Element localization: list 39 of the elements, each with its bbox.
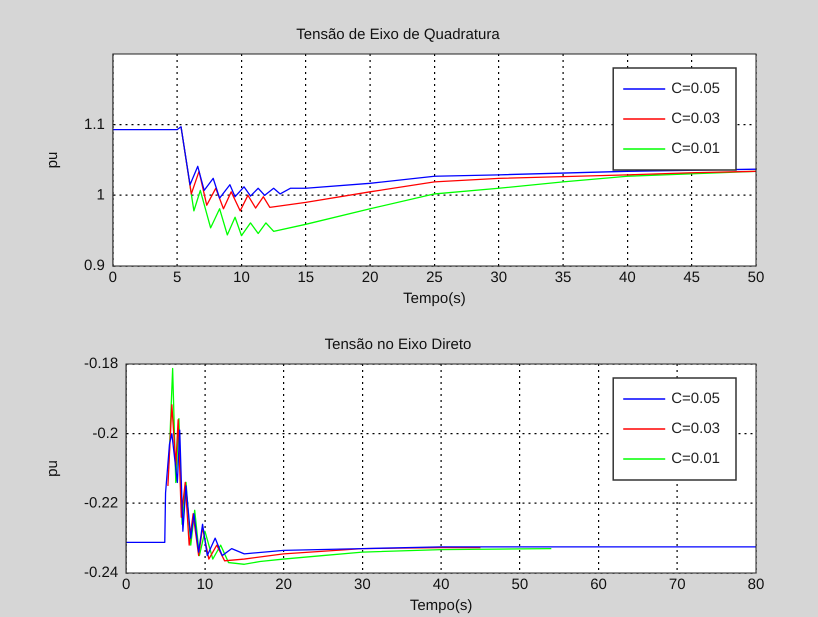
y-tick-label: -0.22 [84, 494, 118, 512]
legend-label: C=0.03 [671, 110, 720, 128]
x-tick-label: 20 [362, 269, 378, 286]
x-tick-label: 40 [432, 576, 450, 594]
legend-label: C=0.05 [671, 80, 720, 98]
y-axis-title: pu [44, 152, 62, 168]
x-tick-label: 60 [590, 576, 607, 594]
x-tick-label: 50 [748, 269, 764, 286]
x-tick-label: 30 [354, 576, 371, 594]
x-tick-label: 15 [297, 269, 314, 286]
x-tick-label: 0 [108, 269, 118, 286]
x-tick-label: 25 [426, 269, 443, 286]
x-tick-label: 35 [554, 269, 572, 286]
y-tick-label: 0.9 [84, 257, 105, 274]
x-tick-label: 0 [122, 576, 130, 594]
x-tick-label: 80 [748, 576, 764, 594]
x-axis-title: Tempo(s) [403, 290, 466, 308]
x-tick-label: 40 [619, 269, 636, 286]
legend-label: C=0.01 [671, 140, 720, 158]
legend-label: C=0.05 [671, 390, 720, 408]
x-tick-label: 5 [172, 269, 182, 286]
x-tick-label: 10 [196, 576, 214, 594]
chart-title: Tensão no Eixo Direto [324, 336, 472, 354]
legend-label: C=0.01 [671, 450, 720, 468]
y-tick-label: -0.24 [84, 564, 118, 582]
x-tick-label: 70 [668, 576, 686, 594]
x-tick-label: 30 [490, 269, 508, 286]
legend-label: C=0.03 [671, 420, 720, 438]
y-tick-label: 1 [96, 186, 105, 204]
x-tick-label: 20 [275, 576, 292, 594]
y-tick-label: -0.2 [92, 424, 118, 442]
y-tick-label: -0.18 [84, 355, 118, 372]
x-axis-title: Tempo(s) [410, 597, 472, 614]
x-tick-label: 10 [233, 269, 250, 286]
y-tick-label: 1.1 [84, 116, 105, 133]
y-axis-title: pu [44, 460, 62, 477]
chart-title: Tensão de Eixo de Quadratura [296, 26, 500, 44]
x-tick-label: 45 [683, 269, 700, 286]
x-tick-label: 50 [511, 576, 528, 594]
